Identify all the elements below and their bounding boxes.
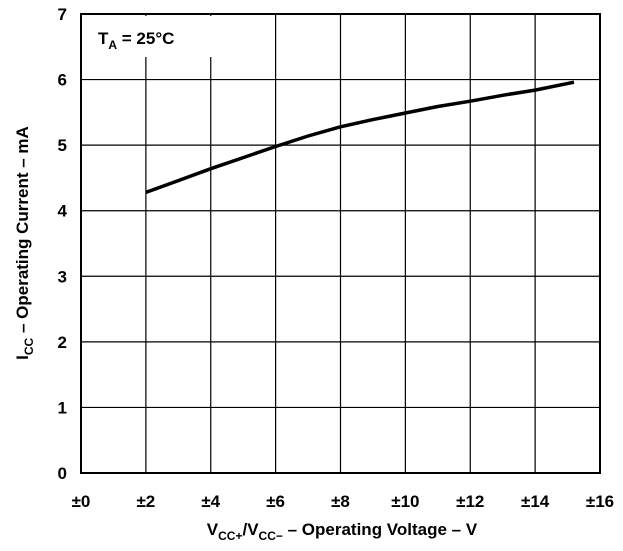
x-tick-label: ±12 — [456, 492, 484, 511]
y-tick-label: 2 — [58, 333, 67, 352]
series-group — [145, 80, 575, 195]
x-tick-label: ±8 — [331, 492, 350, 511]
y-tick-label: 3 — [58, 267, 67, 286]
x-tick-label: ±10 — [391, 492, 419, 511]
y-tick-label: 0 — [58, 464, 67, 483]
x-tick-label: ±0 — [72, 492, 91, 511]
x-tick-label: ±16 — [586, 492, 614, 511]
y-tick-labels: 0 1 2 3 4 5 6 7 — [58, 5, 68, 483]
annotation-text: TA = 25°C — [98, 29, 174, 52]
annotation-box — [83, 16, 212, 57]
x-tick-labels: ±0 ±2 ±4 ±6 ±8 ±10 ±12 ±14 ±16 — [72, 492, 615, 511]
x-tick-label: ±2 — [136, 492, 155, 511]
plot-frame — [80, 13, 601, 474]
x-tick-label: ±6 — [266, 492, 285, 511]
y-tick-label: 5 — [58, 136, 67, 155]
series-line — [145, 80, 575, 195]
y-tick-label: 6 — [58, 71, 67, 90]
x-tick-label: ±4 — [201, 492, 220, 511]
y-tick-label: 4 — [58, 202, 68, 221]
x-tick-label: ±14 — [521, 492, 550, 511]
y-axis-title: ICC – Operating Current – mA — [13, 126, 36, 360]
y-tick-label: 1 — [58, 398, 67, 417]
y-tick-label: 7 — [58, 5, 67, 24]
x-axis-title: VCC+/VCC− – Operating Voltage – V — [207, 520, 478, 543]
